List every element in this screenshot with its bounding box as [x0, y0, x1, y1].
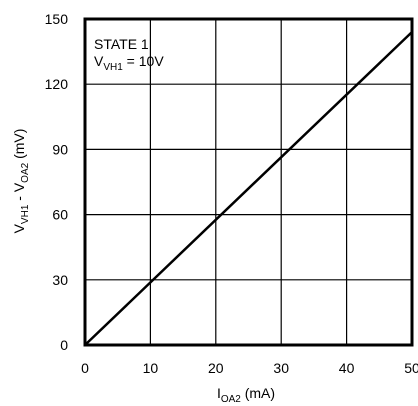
series-layer	[83, 30, 414, 347]
y-tick-label: 120	[45, 76, 69, 92]
annotation-voltage-sub: VH1	[103, 62, 123, 73]
y-axis-label-p3: (mV)	[11, 129, 27, 163]
annotation-voltage-main: V	[94, 53, 104, 69]
grid-lines	[85, 19, 412, 345]
x-tick-label: 50	[404, 360, 418, 376]
y-axis-label-p1: V	[11, 223, 27, 233]
y-tick-label: 60	[52, 207, 68, 223]
x-tick-label: 10	[143, 360, 159, 376]
y-tick-labels: 0 30 60 90 120 150	[45, 11, 69, 353]
y-tick-label: 150	[45, 11, 69, 27]
series-line	[83, 30, 414, 347]
y-axis-label-p2: - V	[11, 182, 27, 204]
plot-frame	[83, 17, 414, 347]
x-tick-label: 30	[273, 360, 289, 376]
y-axis-label: VVH1 - VOA2 (mV)	[11, 129, 31, 234]
y-tick-label: 0	[60, 337, 68, 353]
x-axis-label-main: I	[217, 385, 221, 401]
annotation-state: STATE 1	[94, 36, 149, 52]
x-tick-labels: 0 10 20 30 40 50	[81, 360, 418, 376]
y-tick-label: 30	[52, 272, 68, 288]
y-tick-label: 90	[52, 141, 68, 157]
x-tick-label: 20	[208, 360, 224, 376]
x-axis-label-sub: OA2	[221, 394, 241, 405]
x-axis-label-rest: (mA)	[241, 385, 275, 401]
annotation-voltage: VVH1 = 10V	[94, 53, 164, 73]
y-axis-label-s2: OA2	[20, 162, 31, 182]
y-axis-label-s1: VH1	[20, 204, 31, 224]
x-axis-label: IOA2 (mA)	[217, 385, 275, 405]
x-tick-label: 40	[339, 360, 355, 376]
annotation-voltage-rest: = 10V	[123, 53, 165, 69]
x-tick-label: 0	[81, 360, 89, 376]
